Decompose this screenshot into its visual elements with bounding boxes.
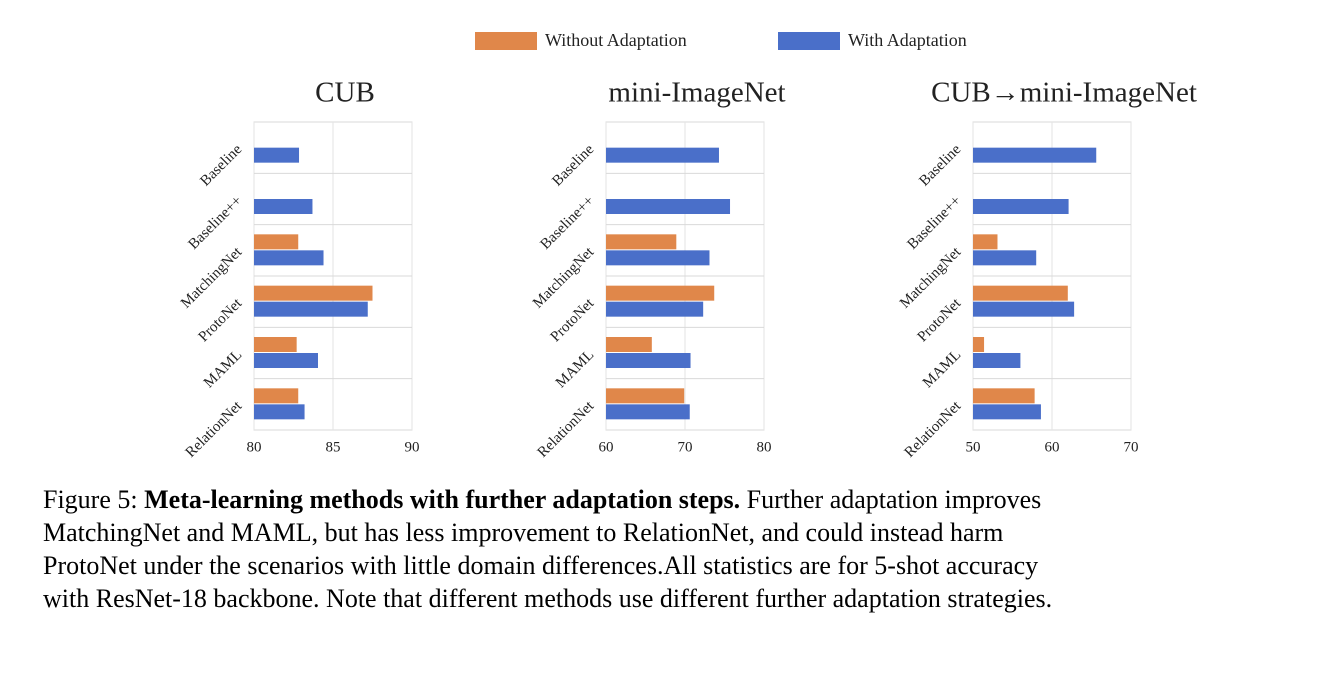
bar	[606, 301, 704, 317]
y-tick-label: MAML	[920, 347, 964, 391]
legend-label: With Adaptation	[848, 30, 967, 50]
caption-line: ProtoNet under the scenarios with little…	[43, 551, 1039, 580]
bar	[973, 250, 1037, 266]
bar	[254, 199, 313, 214]
x-tick-label: 90	[405, 439, 420, 455]
y-tick-label: Baseline++	[537, 193, 597, 253]
bar	[973, 234, 998, 250]
caption-line: MatchingNet and MAML, but has less impro…	[43, 518, 1004, 547]
caption-line: with ResNet-18 backbone. Note that diffe…	[43, 584, 1053, 613]
y-tick-label: ProtoNet	[548, 295, 598, 345]
bar	[973, 337, 985, 352]
y-tick-label: Baseline++	[904, 193, 964, 253]
y-tick-label: Baseline	[916, 141, 964, 189]
bar	[254, 337, 297, 352]
legend-swatch	[475, 32, 537, 50]
y-tick-label: MAML	[201, 347, 245, 391]
y-tick-label: RelationNet	[535, 398, 598, 461]
legend-swatch	[778, 32, 840, 50]
bar	[254, 234, 299, 250]
x-tick-label: 70	[678, 439, 693, 455]
x-tick-label: 85	[326, 439, 341, 455]
bar	[606, 404, 690, 420]
bar	[254, 250, 324, 266]
bar	[606, 388, 685, 404]
bar	[606, 250, 710, 266]
x-tick-label: 60	[1045, 439, 1060, 455]
y-tick-label: Baseline++	[185, 193, 245, 253]
bar	[606, 147, 719, 163]
bar	[254, 301, 368, 317]
bar	[606, 337, 652, 352]
x-tick-label: 80	[757, 439, 772, 455]
bar	[254, 404, 305, 420]
bar	[606, 285, 715, 301]
bar	[973, 301, 1075, 317]
bar	[606, 234, 677, 250]
x-tick-label: 70	[1124, 439, 1139, 455]
caption-heading: Meta-learning methods with further adapt…	[144, 485, 741, 514]
bar	[254, 147, 300, 163]
y-tick-label: Baseline	[197, 141, 245, 189]
bar	[973, 388, 1035, 404]
y-tick-label: MAML	[553, 347, 597, 391]
x-tick-label: 60	[599, 439, 614, 455]
bar	[606, 199, 731, 214]
caption-text: Further adaptation improves	[746, 485, 1042, 514]
chart-title: CUB	[315, 77, 375, 109]
bar	[254, 388, 299, 404]
x-tick-label: 50	[966, 439, 981, 455]
legend-label: Without Adaptation	[545, 30, 687, 50]
y-tick-label: ProtoNet	[915, 295, 965, 345]
bar	[254, 353, 318, 368]
caption-line: Figure 5: Meta-learning methods with fur…	[43, 483, 1041, 516]
y-tick-label: Baseline	[549, 141, 597, 189]
bar	[254, 285, 373, 301]
bar	[973, 404, 1041, 420]
bar	[973, 199, 1069, 214]
x-tick-label: 80	[247, 439, 262, 455]
bar	[973, 353, 1021, 368]
charts: Without Adaptation With Adaptation CUB 80 85…	[178, 30, 1197, 461]
bar	[606, 353, 691, 368]
y-tick-label: RelationNet	[902, 398, 965, 461]
bar	[973, 285, 1068, 301]
y-tick-label: ProtoNet	[196, 295, 246, 345]
bar	[973, 147, 1097, 163]
caption-label: Figure 5:	[43, 485, 138, 514]
chart-title: mini-ImageNet	[608, 77, 785, 109]
chart-title: CUB→mini-ImageNet	[931, 77, 1197, 109]
y-tick-label: RelationNet	[183, 398, 246, 461]
